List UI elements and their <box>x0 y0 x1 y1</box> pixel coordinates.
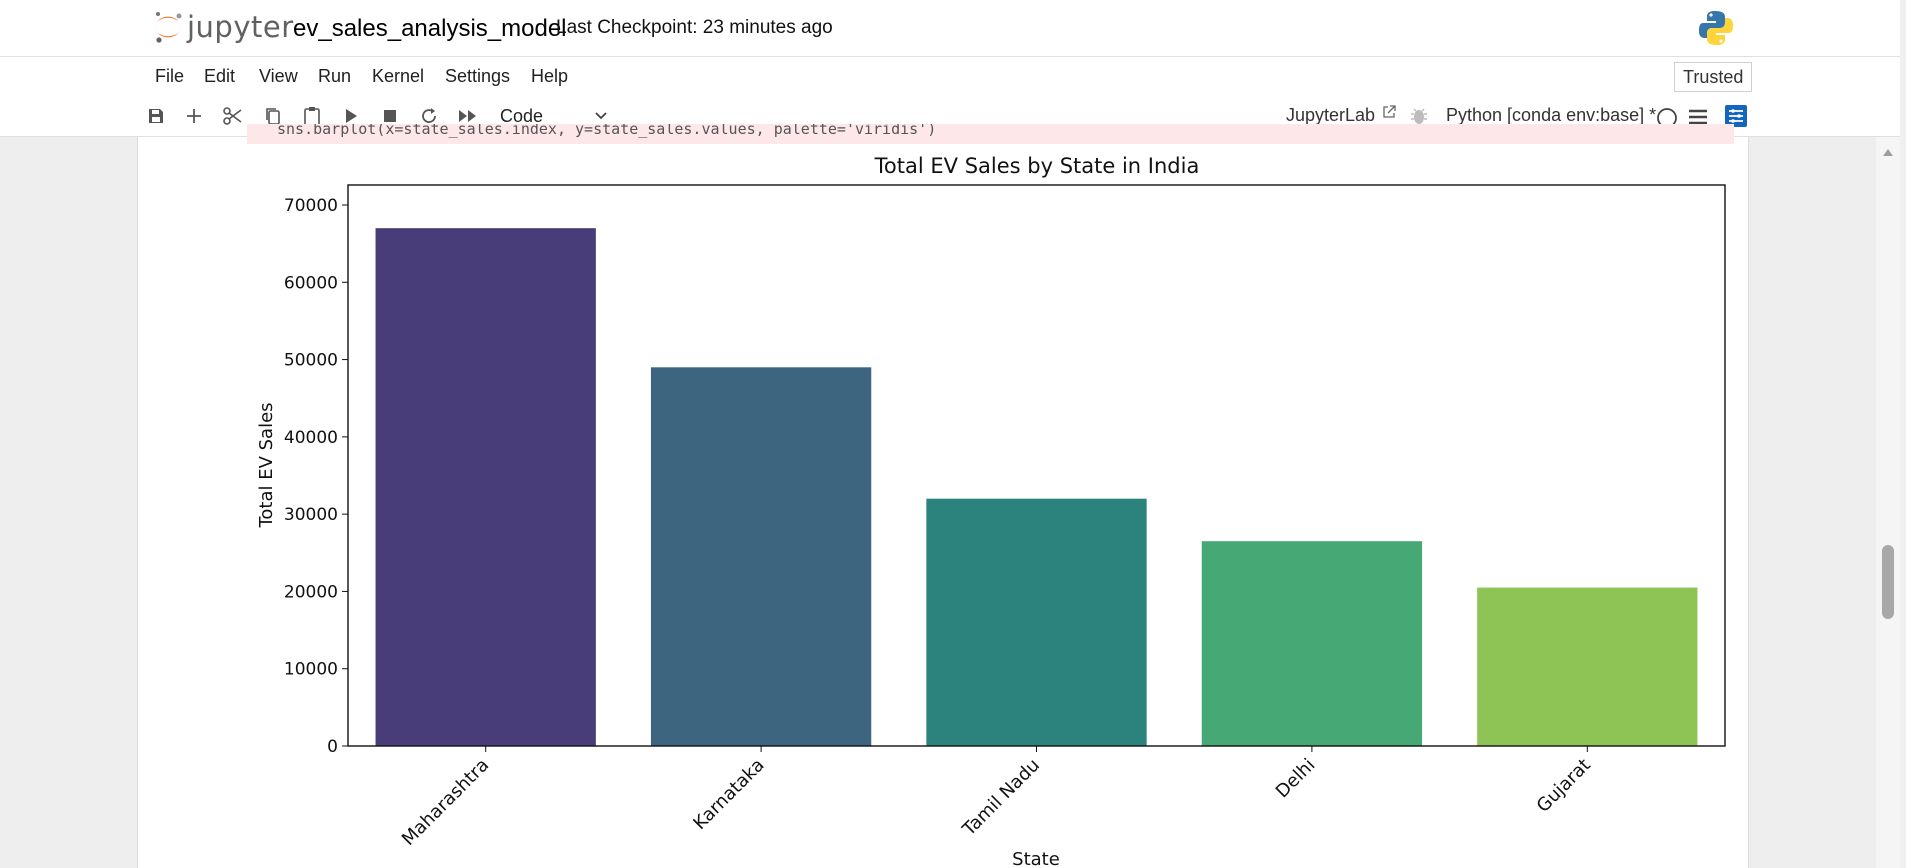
save-button[interactable] <box>145 105 167 127</box>
copy-icon <box>266 108 280 125</box>
y-tick-label: 70000 <box>284 196 338 216</box>
open-in-jupyterlab-link[interactable]: JupyterLab <box>1286 105 1396 126</box>
x-tick-label: Maharashtra <box>398 755 493 850</box>
scroll-up-icon[interactable] <box>1882 147 1894 157</box>
x-tick-label: Tamil Nadu <box>958 755 1044 841</box>
x-tick-label: Karnataka <box>689 755 768 834</box>
menu-help[interactable]: Help <box>531 66 569 86</box>
play-icon <box>346 109 357 123</box>
menu-kernel[interactable]: Kernel <box>372 66 425 86</box>
stderr-code-text: sns.barplot(x=state_sales.index, y=state… <box>277 124 937 138</box>
bar-gujarat <box>1477 587 1698 746</box>
bar-tamil-nadu <box>926 498 1147 746</box>
x-tick-label: Gujarat <box>1533 755 1595 817</box>
jupyter-logo[interactable]: jupyter <box>153 10 294 44</box>
menu-file[interactable]: File <box>155 66 185 86</box>
cut-button[interactable] <box>222 105 244 127</box>
menu-settings[interactable]: Settings <box>445 66 511 86</box>
y-tick-label: 40000 <box>284 428 338 448</box>
cell-type-value: Code <box>500 106 544 126</box>
y-tick-label: 10000 <box>284 660 338 680</box>
cell-type-select[interactable]: Code <box>500 103 608 129</box>
restart-run-all-button[interactable] <box>457 105 479 127</box>
jupyterlab-label: JupyterLab <box>1286 105 1376 125</box>
property-inspector-icon[interactable] <box>1724 104 1748 128</box>
kernel-name[interactable]: Python [conda env:base] * <box>1446 105 1657 125</box>
debugger-bug-icon[interactable] <box>1410 106 1428 126</box>
plot-frame <box>347 184 1726 747</box>
jupyter-logo-icon <box>156 12 182 43</box>
refresh-icon <box>422 108 436 123</box>
y-tick-label: 30000 <box>284 505 338 525</box>
stop-icon <box>384 110 396 122</box>
menu-view[interactable]: View <box>259 66 298 86</box>
x-axis-label: State <box>1012 849 1060 868</box>
window-edge <box>1900 0 1906 868</box>
menu-lines-icon[interactable] <box>1688 108 1708 126</box>
python-logo-icon <box>1699 11 1733 45</box>
scissors-icon <box>223 107 242 125</box>
x-tick-label: Delhi <box>1272 755 1320 803</box>
save-icon <box>149 109 163 123</box>
notebook-title[interactable]: ev_sales_analysis_model <box>293 15 567 42</box>
y-tick-label: 50000 <box>284 351 338 371</box>
checkpoint-status: Last Checkpoint: 23 minutes ago <box>556 17 833 38</box>
y-axis-label: Total EV Sales <box>256 402 277 528</box>
bar-chart: Total EV Sales by State in India Total E… <box>256 154 1726 868</box>
add-cell-button[interactable] <box>183 105 205 127</box>
bar-maharashtra <box>375 228 596 746</box>
plus-icon <box>187 109 201 123</box>
interrupt-kernel-button[interactable] <box>379 105 401 127</box>
scrollbar-thumb[interactable] <box>1882 545 1894 619</box>
restart-kernel-button[interactable] <box>418 105 440 127</box>
y-tick-label: 0 <box>327 737 338 757</box>
y-tick-label: 20000 <box>284 582 338 602</box>
stderr-output: sns.barplot(x=state_sales.index, y=state… <box>247 124 1734 144</box>
external-link-icon <box>1383 105 1396 118</box>
clipboard-icon <box>304 107 320 126</box>
menu-run[interactable]: Run <box>318 66 352 86</box>
menu-bar: File Edit View Run Kernel Settings Help <box>0 57 1900 97</box>
bar-karnataka <box>650 367 872 746</box>
trusted-indicator[interactable]: Trusted <box>1674 62 1753 92</box>
menu-edit[interactable]: Edit <box>204 66 236 86</box>
bar-delhi <box>1201 541 1423 746</box>
chart-title: Total EV Sales by State in India <box>874 154 1200 178</box>
top-header: jupyter ev_sales_analysis_model Last Che… <box>0 0 1900 57</box>
jupyter-logo-text: jupyter <box>187 10 294 44</box>
chevron-down-icon <box>595 112 607 120</box>
y-tick-label: 60000 <box>284 273 338 293</box>
scrollbar[interactable] <box>1876 137 1900 868</box>
run-cell-button[interactable] <box>340 105 362 127</box>
fast-forward-icon <box>459 110 476 122</box>
